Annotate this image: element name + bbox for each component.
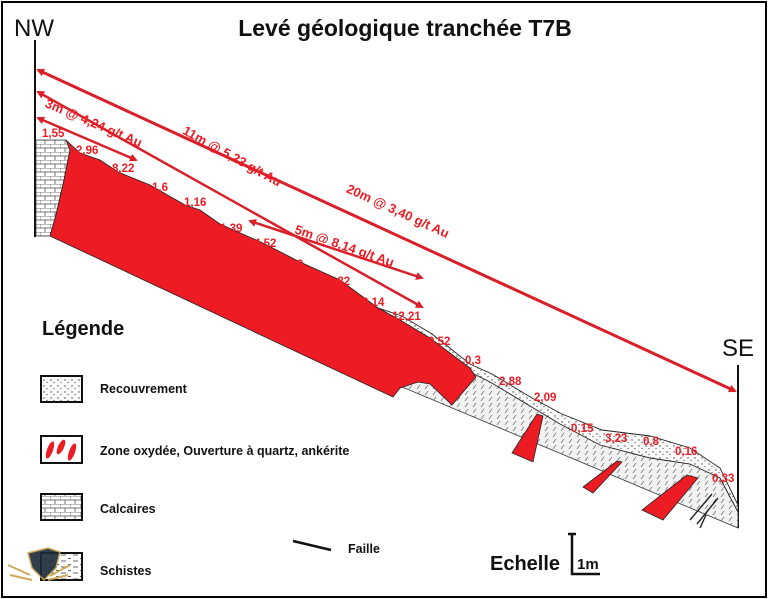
assay-value: 0,15 xyxy=(571,423,594,435)
assay-value: 3,23 xyxy=(605,433,627,445)
legend-title: Légende xyxy=(42,318,124,340)
assay-value: 3,14 xyxy=(362,297,385,309)
legend-swatch-limestone xyxy=(40,493,83,521)
assay-value: 2,96 xyxy=(76,145,98,157)
scale-label: Echelle xyxy=(490,553,560,575)
assay-value: 11,82 xyxy=(322,276,350,288)
scale-bar xyxy=(568,532,600,576)
assay-value: 12,21 xyxy=(392,311,421,323)
interval-label-20m: 20m @ 3,40 g/t Au xyxy=(344,181,451,241)
assay-value: 1,6 xyxy=(152,182,168,194)
legend-swatch-cover xyxy=(40,375,83,403)
assay-value: 1,39 xyxy=(220,223,242,235)
assay-value: 0,33 xyxy=(712,473,734,485)
assay-value: 4,52 xyxy=(254,238,276,250)
direction-se: SE xyxy=(722,335,754,362)
red-lenses-icon xyxy=(45,439,77,461)
assay-value: 0,52 xyxy=(428,336,450,348)
interval-arrow-3m xyxy=(36,116,138,162)
assay-value: 0,16 xyxy=(675,446,697,458)
title: Levé géologique tranchée T7B xyxy=(238,15,572,41)
assay-value: 0,8 xyxy=(643,436,660,448)
oxidized-dyke xyxy=(582,460,623,494)
direction-nw: NW xyxy=(14,15,54,42)
assay-value: 1,16 xyxy=(184,197,206,209)
oxidized-dyke xyxy=(511,413,544,463)
fault xyxy=(689,493,719,529)
legend-label-oxidized: Zone oxydée, Ouverture à quartz, ankérit… xyxy=(100,444,349,458)
scale-value: 1m xyxy=(577,556,599,573)
oxidized-dyke xyxy=(641,474,699,521)
legend-label-fault: Faille xyxy=(348,542,380,556)
interval-arrow-5m xyxy=(248,219,424,280)
assay-value: 8,22 xyxy=(112,163,134,175)
assay-value: 1,55 xyxy=(42,128,65,140)
legend-label-cover: Recouvrement xyxy=(100,382,188,396)
assay-values: 1,55 2,96 8,22 1,6 1,16 1,39 4,52 9 11,8… xyxy=(42,128,734,485)
assay-value: 2,88 xyxy=(499,376,522,388)
legend-label-schist: Schistes xyxy=(100,564,151,578)
assay-value: 2,09 xyxy=(534,392,556,404)
fault-symbol xyxy=(292,539,332,552)
legend: Légende Recouvrement Zone oxydée, Ouvert… xyxy=(40,318,380,581)
watermark-logo xyxy=(7,547,71,582)
legend-label-limestone: Calcaires xyxy=(100,502,156,516)
assay-value: 0,3 xyxy=(465,355,481,367)
assay-value: 9 xyxy=(297,259,303,271)
